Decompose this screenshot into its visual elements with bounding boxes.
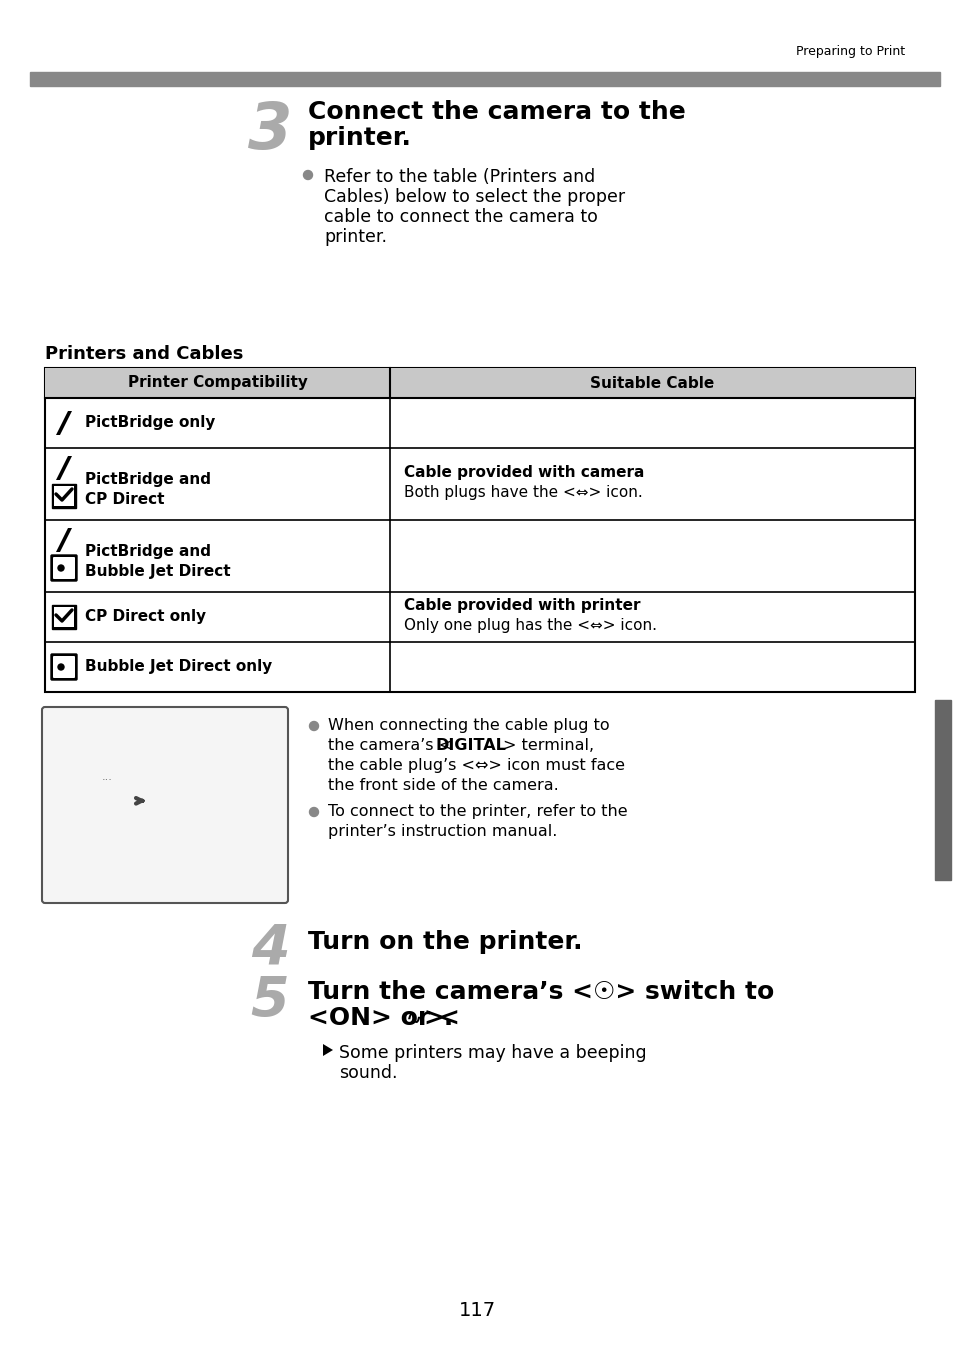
Text: PictBridge and: PictBridge and bbox=[85, 472, 211, 487]
Text: 4: 4 bbox=[251, 923, 289, 976]
Text: CP Direct only: CP Direct only bbox=[85, 609, 206, 624]
Text: ...: ... bbox=[101, 772, 112, 781]
Bar bbox=[152, 730, 268, 866]
Text: the front side of the camera.: the front side of the camera. bbox=[328, 777, 558, 794]
FancyBboxPatch shape bbox=[53, 557, 75, 578]
Circle shape bbox=[202, 759, 215, 773]
Circle shape bbox=[58, 565, 64, 572]
Text: Both plugs have the <⇔> icon.: Both plugs have the <⇔> icon. bbox=[403, 486, 642, 500]
Text: Printer Compatibility: Printer Compatibility bbox=[128, 375, 307, 390]
Text: Turn on the printer.: Turn on the printer. bbox=[308, 929, 582, 954]
Text: Preparing to Print: Preparing to Print bbox=[795, 44, 904, 58]
Circle shape bbox=[303, 171, 313, 179]
Text: <ON> or <: <ON> or < bbox=[308, 1006, 459, 1030]
Text: Cable provided with printer: Cable provided with printer bbox=[403, 599, 639, 613]
Text: 3: 3 bbox=[248, 100, 292, 161]
Circle shape bbox=[180, 737, 193, 751]
Text: ∿: ∿ bbox=[406, 1009, 422, 1028]
Polygon shape bbox=[56, 529, 71, 551]
Text: When connecting the cable plug to: When connecting the cable plug to bbox=[328, 718, 609, 733]
Text: Cable provided with camera: Cable provided with camera bbox=[403, 465, 643, 480]
Text: Suitable Cable: Suitable Cable bbox=[590, 375, 714, 390]
Text: Turn the camera’s <☉> switch to: Turn the camera’s <☉> switch to bbox=[308, 981, 774, 1003]
Circle shape bbox=[202, 781, 215, 795]
Circle shape bbox=[309, 721, 318, 730]
Circle shape bbox=[158, 824, 172, 839]
Text: Cables) below to select the proper: Cables) below to select the proper bbox=[324, 188, 624, 206]
Text: Printers and Cables: Printers and Cables bbox=[45, 346, 243, 363]
Circle shape bbox=[180, 781, 193, 795]
Text: printer’s instruction manual.: printer’s instruction manual. bbox=[328, 824, 557, 839]
Bar bbox=[52, 484, 76, 508]
Bar bbox=[45, 369, 914, 691]
FancyBboxPatch shape bbox=[53, 656, 75, 678]
Polygon shape bbox=[56, 456, 71, 480]
Polygon shape bbox=[323, 1044, 333, 1056]
FancyBboxPatch shape bbox=[51, 555, 77, 581]
Text: PictBridge and: PictBridge and bbox=[85, 543, 211, 560]
Text: Connect the camera to the: Connect the camera to the bbox=[308, 100, 685, 124]
Text: the cable plug’s <⇔> icon must face: the cable plug’s <⇔> icon must face bbox=[328, 759, 624, 773]
Text: Refer to the table (Printers and: Refer to the table (Printers and bbox=[324, 168, 595, 186]
Circle shape bbox=[158, 759, 172, 773]
Bar bbox=[54, 486, 74, 506]
Text: Bubble Jet Direct: Bubble Jet Direct bbox=[85, 564, 231, 578]
Text: cable to connect the camera to: cable to connect the camera to bbox=[324, 208, 598, 226]
Circle shape bbox=[58, 664, 64, 670]
Circle shape bbox=[180, 824, 193, 839]
FancyBboxPatch shape bbox=[42, 707, 288, 902]
Text: > terminal,: > terminal, bbox=[502, 738, 594, 753]
Bar bbox=[934, 699, 950, 880]
Text: CP Direct: CP Direct bbox=[85, 492, 164, 507]
Text: Some printers may have a beeping: Some printers may have a beeping bbox=[338, 1044, 646, 1063]
Circle shape bbox=[202, 737, 215, 751]
Text: sound.: sound. bbox=[338, 1064, 397, 1081]
Bar bbox=[118, 794, 136, 808]
FancyBboxPatch shape bbox=[51, 654, 77, 681]
Bar bbox=[54, 607, 74, 627]
Text: the camera’s <: the camera’s < bbox=[328, 738, 452, 753]
Text: printer.: printer. bbox=[308, 126, 412, 151]
Bar bbox=[63, 790, 118, 812]
Text: PictBridge only: PictBridge only bbox=[85, 416, 215, 430]
Text: 117: 117 bbox=[458, 1301, 495, 1319]
Circle shape bbox=[77, 746, 137, 807]
Bar bbox=[30, 73, 939, 86]
Circle shape bbox=[202, 803, 215, 816]
Text: Bubble Jet Direct only: Bubble Jet Direct only bbox=[85, 659, 272, 674]
Text: 5: 5 bbox=[251, 974, 289, 1028]
Text: printer.: printer. bbox=[324, 229, 387, 246]
Circle shape bbox=[158, 781, 172, 795]
Text: Only one plug has the <⇔> icon.: Only one plug has the <⇔> icon. bbox=[403, 617, 657, 633]
Text: To connect to the printer, refer to the: To connect to the printer, refer to the bbox=[328, 804, 627, 819]
Bar bbox=[45, 369, 914, 398]
Circle shape bbox=[158, 737, 172, 751]
Text: DIGITAL: DIGITAL bbox=[436, 738, 506, 753]
Circle shape bbox=[309, 807, 318, 816]
Text: >.: >. bbox=[422, 1006, 453, 1030]
Circle shape bbox=[158, 803, 172, 816]
Circle shape bbox=[180, 803, 193, 816]
Polygon shape bbox=[56, 412, 71, 434]
Circle shape bbox=[180, 759, 193, 773]
Bar bbox=[52, 605, 76, 629]
Circle shape bbox=[202, 824, 215, 839]
